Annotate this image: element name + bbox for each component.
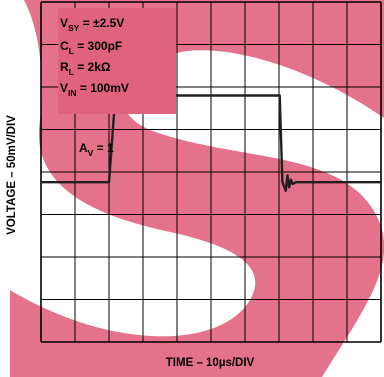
annotation-block: VSY = ±2.5V CL = 300pF RL = 2kΩ VIN = 10… xyxy=(58,8,176,114)
annotation-rl: RL = 2kΩ xyxy=(60,60,111,77)
annotation-backing xyxy=(58,8,176,114)
annotation-vin: VIN = 100mV xyxy=(60,81,129,98)
x-axis-label: TIME – 10µs/DIV xyxy=(166,357,255,369)
grid xyxy=(40,1,382,343)
annotation-cl: CL = 300pF xyxy=(60,39,122,56)
y-axis-label: VOLTAGE – 50mV/DIV xyxy=(6,115,18,235)
annotation-av: AV = 1 xyxy=(79,141,114,158)
annotation-vsy: VSY = ±2.5V xyxy=(60,16,124,33)
